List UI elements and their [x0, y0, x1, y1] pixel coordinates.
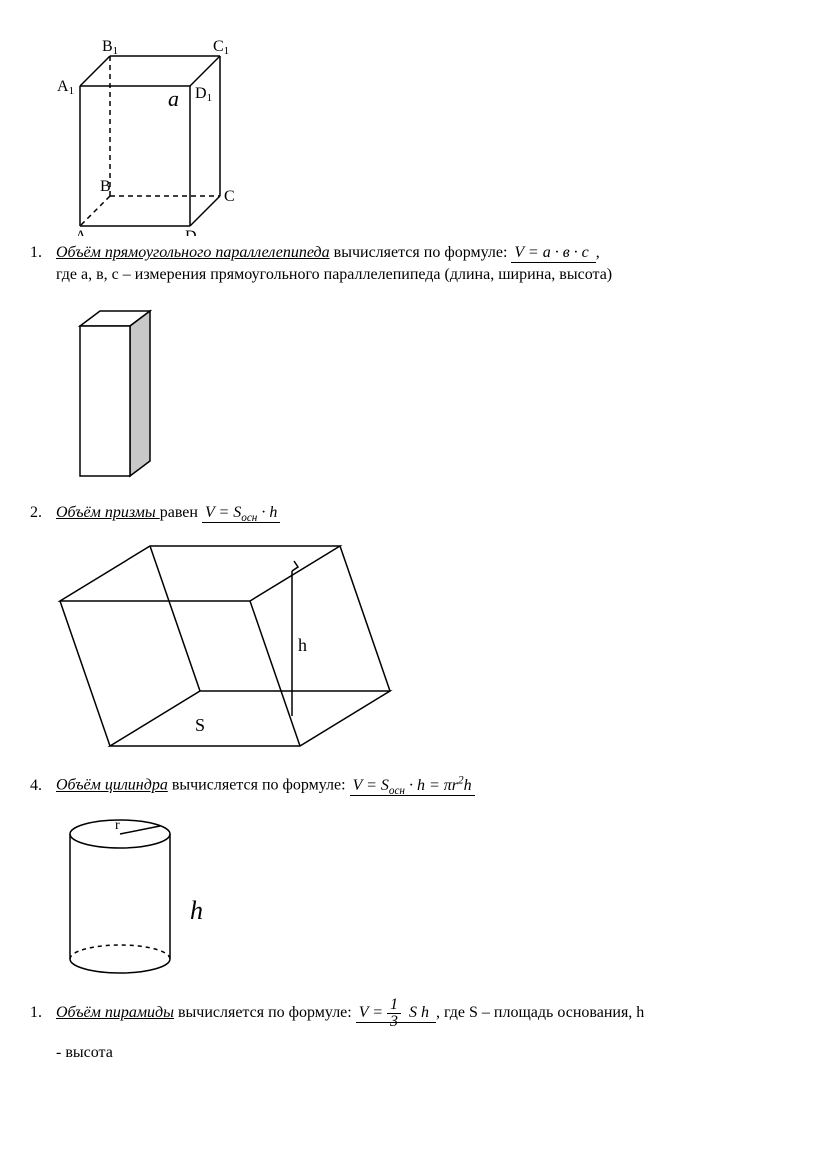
prism-svg: h S [50, 536, 420, 766]
rect-box-svg [50, 296, 180, 496]
item-2: 2. Объём призмы равен V = Sосн · h [30, 504, 786, 524]
label-A1: A1 [57, 78, 74, 97]
prism-label-h: h [298, 635, 307, 655]
prism-figure: h S [50, 536, 786, 766]
cylinder-svg: r h [50, 809, 230, 989]
item-5-comma: , [436, 1004, 440, 1021]
label-C1: C1 [213, 38, 229, 57]
cyl-label-r: r [115, 818, 120, 833]
label-B: B [100, 178, 111, 195]
item-5-line2: - высота [56, 1044, 786, 1062]
label-B1: B1 [102, 38, 118, 57]
item-4-formula: V = Sосн · h = πr2h [350, 777, 475, 796]
label-D: D [185, 228, 197, 236]
item-5: 1. Объём пирамиды вычисляется по формуле… [30, 997, 786, 1062]
item-4: 4. Объём цилиндра вычисляется по формуле… [30, 774, 786, 797]
item-5-num: 1. [30, 1004, 52, 1022]
item-5-term: Объём пирамиды [56, 1004, 174, 1021]
cube-svg: A B C D A1 B1 C1 D1 a [50, 26, 250, 236]
item-2-term: Объём призмы [56, 504, 160, 521]
item-1: 1. Объём прямоугольного параллелепипеда … [30, 244, 786, 284]
item-5-text: вычисляется по формуле: [178, 1004, 356, 1021]
item-2-text: равен [160, 504, 202, 521]
item-2-num: 2. [30, 504, 52, 522]
item-1-num: 1. [30, 244, 52, 262]
item-4-term: Объём цилиндра [56, 777, 168, 794]
item-1-desc: где а, в, с – измерения прямоугольного п… [56, 266, 786, 284]
item-1-comma: , [596, 244, 600, 261]
item-4-num: 4. [30, 777, 52, 795]
item-1-formula: V = a · в · c [511, 244, 595, 263]
cube-figure: A B C D A1 B1 C1 D1 a [50, 26, 786, 236]
prism-label-S: S [195, 715, 205, 735]
label-A: A [75, 228, 87, 236]
rect-box-figure [50, 296, 786, 496]
label-C: C [224, 188, 235, 205]
item-5-tail: где S – площадь основания, h [444, 1004, 644, 1021]
label-edge-a: a [168, 86, 179, 111]
cylinder-figure: r h [50, 809, 786, 989]
label-D1: D1 [195, 85, 212, 104]
item-1-term: Объём прямоугольного параллелепипеда [56, 244, 330, 261]
item-2-formula: V = Sосн · h [202, 504, 280, 523]
cyl-label-h: h [190, 896, 203, 925]
item-4-text: вычисляется по формуле: [172, 777, 350, 794]
item-1-text: вычисляется по формуле: [334, 244, 512, 261]
item-5-formula: V = 13 S h [356, 1004, 436, 1023]
